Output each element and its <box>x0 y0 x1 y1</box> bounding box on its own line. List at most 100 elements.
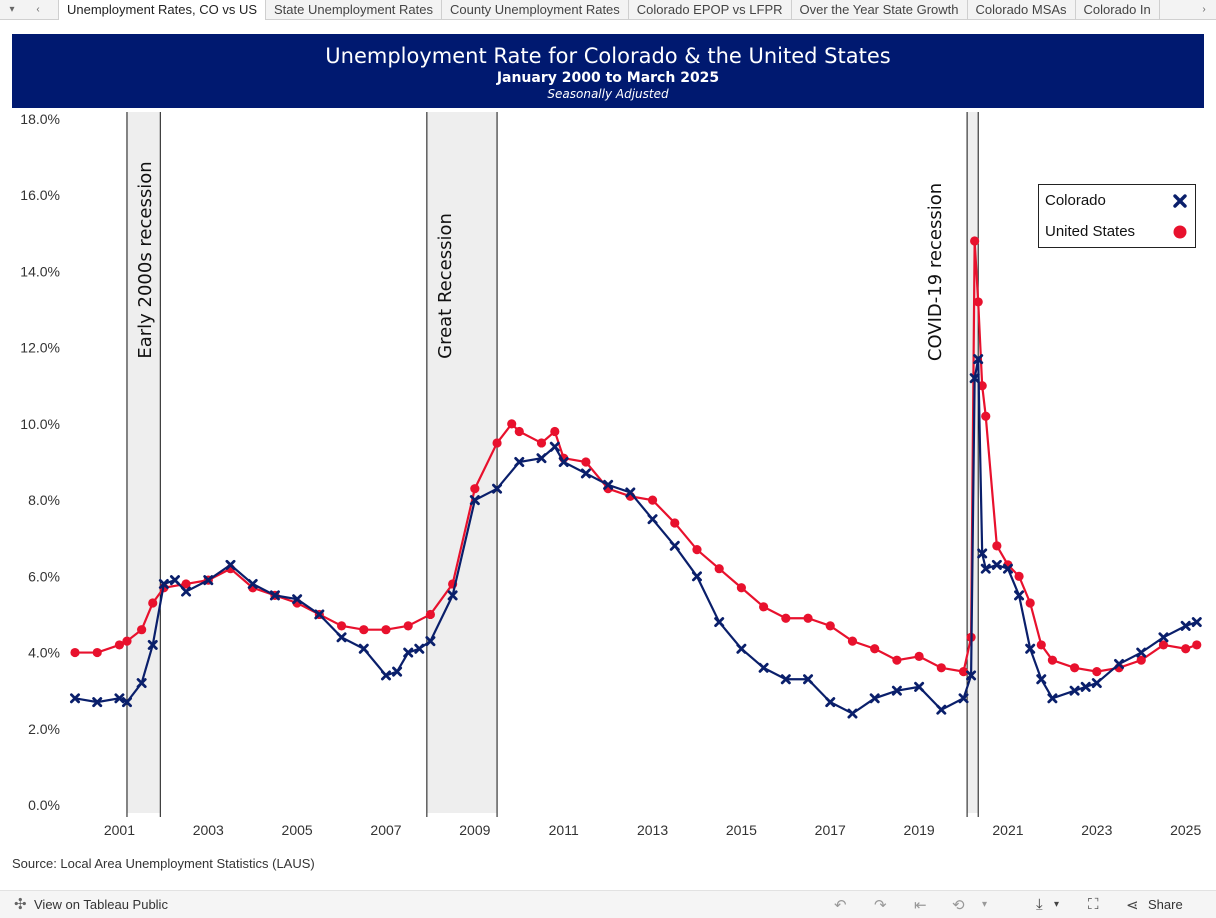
data-point-united-states <box>507 419 517 429</box>
data-point-colorado <box>936 704 947 715</box>
data-point-united-states <box>550 426 560 437</box>
data-point-colorado <box>469 495 480 506</box>
share-button[interactable]: Share <box>1148 897 1183 912</box>
y-tick-label: 0.0% <box>28 797 60 813</box>
download-icon[interactable]: ⤓ <box>1036 896 1043 913</box>
series-line-colorado <box>74 358 1198 715</box>
data-point-united-states <box>981 411 991 421</box>
data-point-united-states <box>359 625 369 635</box>
data-point-united-states <box>1070 663 1080 673</box>
data-point-united-states <box>148 598 158 608</box>
view-on-tableau-public-link[interactable]: View on Tableau Public <box>34 897 168 912</box>
y-tick-label: 16.0% <box>20 187 60 203</box>
x-tick-label: 2021 <box>992 822 1023 838</box>
recession-label: Great Recession <box>435 213 456 359</box>
x-tick-label: 2015 <box>726 822 757 838</box>
data-point-united-states <box>781 613 791 623</box>
tab-county-unemployment-rates[interactable]: County Unemployment Rates <box>442 0 629 20</box>
data-point-colorado <box>669 540 680 551</box>
x-tick-label: 2019 <box>904 822 935 838</box>
data-point-united-states <box>536 438 547 448</box>
data-point-united-states <box>1158 640 1169 650</box>
data-point-united-states <box>759 602 769 612</box>
data-point-united-states <box>336 621 347 631</box>
redo-icon[interactable]: ↷ <box>874 897 887 914</box>
tab-over-the-year-state-growth[interactable]: Over the Year State Growth <box>792 0 968 20</box>
data-point-colorado <box>973 354 984 365</box>
tab-colorado-epop-vs-lfpr[interactable]: Colorado EPOP vs LFPR <box>629 0 792 20</box>
data-point-united-states <box>581 457 591 467</box>
tab-colorado-msas[interactable]: Colorado MSAs <box>968 0 1076 20</box>
data-point-colorado <box>169 575 180 586</box>
x-tick-label: 2003 <box>193 822 224 838</box>
y-tick-label: 10.0% <box>20 416 60 432</box>
data-point-colorado <box>691 571 702 582</box>
data-point-united-states <box>847 636 858 646</box>
data-point-colorado <box>958 693 969 704</box>
data-point-colorado <box>114 693 125 704</box>
data-point-colorado <box>1047 693 1058 704</box>
data-point-united-states <box>1025 598 1035 608</box>
download-menu-icon[interactable]: ▾ <box>1054 899 1060 910</box>
tab-unemployment-rates-co-vs-us[interactable]: Unemployment Rates, CO vs US <box>58 0 267 20</box>
page-title: Unemployment Rate for Colorado & the Uni… <box>325 44 891 68</box>
y-tick-label: 6.0% <box>28 568 60 584</box>
sheet-tabs: Unemployment Rates, CO vs US State Unempl… <box>58 0 1190 20</box>
data-point-united-states <box>914 651 924 661</box>
data-point-colorado <box>1080 681 1091 692</box>
data-point-united-states <box>492 438 502 448</box>
data-point-united-states <box>825 621 835 631</box>
x-tick-label: 2009 <box>459 822 490 838</box>
data-point-colorado <box>736 643 747 654</box>
chevron-right-icon[interactable]: › <box>1202 4 1206 15</box>
data-point-colorado <box>247 578 258 589</box>
refresh-icon[interactable]: ⟲ <box>952 897 965 914</box>
tab-bar: ▾ ‹ Unemployment Rates, CO vs US State Un… <box>0 0 1216 20</box>
data-point-united-states <box>137 625 147 635</box>
chevron-down-icon[interactable]: ▾ <box>982 899 988 910</box>
tabs-menu-icon[interactable]: ▾ <box>9 4 15 15</box>
tab-colorado-in[interactable]: Colorado In <box>1076 0 1160 20</box>
chevron-left-icon[interactable]: ‹ <box>36 4 40 15</box>
data-point-colorado <box>269 590 280 601</box>
data-point-united-states <box>403 621 413 631</box>
data-point-united-states <box>977 381 987 391</box>
undo-icon[interactable]: ↶ <box>834 897 847 914</box>
tableau-toolbar: ✣ View on Tableau Public ↶ ↷ ⇤ ⟲ ▾ ⤓ ▾ ⛶… <box>0 890 1216 918</box>
data-point-colorado <box>380 670 391 681</box>
data-point-colorado <box>314 609 325 620</box>
seasonal-note: Seasonally Adjusted <box>547 87 669 101</box>
data-point-colorado <box>549 441 560 452</box>
tab-state-unemployment-rates[interactable]: State Unemployment Rates <box>266 0 442 20</box>
data-point-united-states <box>1192 640 1202 650</box>
fullscreen-icon[interactable]: ⛶ <box>1088 896 1099 913</box>
y-tick-label: 14.0% <box>20 263 60 279</box>
data-point-united-states <box>181 579 191 589</box>
data-point-colorado <box>969 373 980 384</box>
y-tick-label: 8.0% <box>28 492 60 508</box>
data-point-colorado <box>980 563 991 574</box>
chart-legend[interactable]: Colorado United States <box>1038 184 1196 248</box>
page-subtitle: January 2000 to March 2025 <box>496 70 720 86</box>
share-icon[interactable]: ⋖ <box>1126 897 1139 914</box>
data-point-united-states <box>936 663 946 673</box>
data-point-united-states <box>1092 667 1102 677</box>
data-point-united-states <box>92 647 102 658</box>
revert-icon[interactable]: ⇤ <box>914 897 927 914</box>
data-point-colorado <box>203 575 214 586</box>
data-point-united-states <box>1181 644 1191 654</box>
data-point-colorado <box>1091 678 1102 689</box>
data-point-colorado <box>580 468 591 479</box>
y-tick-label: 2.0% <box>28 721 60 737</box>
recession-label: COVID-19 recession <box>925 183 946 361</box>
data-point-colorado <box>121 697 132 708</box>
data-point-united-states <box>1047 655 1057 665</box>
data-point-colorado <box>392 666 403 677</box>
unemployment-line-chart[interactable]: Early 2000s recession Great Recession COVI… <box>0 108 1216 848</box>
dashboard-header: Unemployment Rate for Colorado & the Uni… <box>12 34 1204 108</box>
data-point-colorado <box>1114 658 1125 669</box>
data-point-united-states <box>1014 571 1024 581</box>
data-point-colorado <box>1191 617 1202 628</box>
x-tick-label: 2005 <box>282 822 313 838</box>
y-tick-label: 12.0% <box>20 340 60 356</box>
